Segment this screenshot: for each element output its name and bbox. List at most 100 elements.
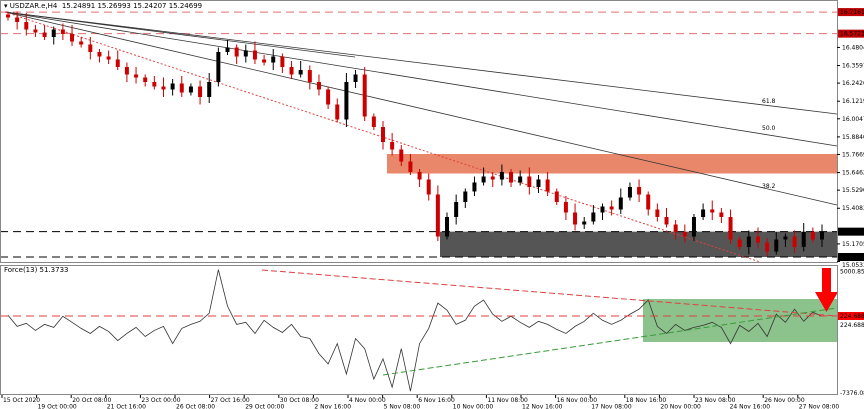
symbol-label: USDZAR.e,H4 (9, 2, 58, 10)
candle-body (435, 194, 440, 237)
candle-body (646, 194, 651, 210)
time-tick-label: 23 Nov 08:00 (695, 397, 736, 404)
candle-body (792, 236, 797, 247)
price-tick-label: 15.88405 (842, 134, 864, 141)
candle-body (481, 176, 486, 183)
price-tick-label: 15.52905 (842, 187, 864, 194)
price-tick-label: 15.05335 (842, 262, 864, 269)
candle-body (728, 216, 733, 240)
candle-body (755, 236, 760, 243)
price-tick-label: 16.00475 (842, 116, 864, 123)
price-tick-label: 15.17050 (842, 241, 864, 248)
candle-body (124, 66, 129, 75)
candle-body (106, 56, 111, 60)
candle-body (371, 116, 376, 127)
candle-body (774, 239, 779, 252)
red-arrow-shaft (822, 268, 831, 294)
price-tick-label: 15.64620 (842, 170, 864, 177)
time-tick-label: 27 Nov 08:00 (799, 404, 840, 409)
force-green-zone (643, 299, 837, 342)
candle-body (179, 83, 184, 93)
time-tick-label: 19 Oct 00:00 (38, 404, 77, 409)
candle-body (33, 29, 38, 33)
price-level-label: 15.08330 (840, 254, 864, 261)
candle-body (417, 171, 422, 180)
support-zone (440, 231, 837, 257)
time-tick-label: 5 Nov 08:00 (384, 404, 421, 409)
time-tick-label: 10 Nov 00:00 (453, 404, 494, 409)
candle-body (207, 81, 212, 97)
candle-body (563, 201, 568, 213)
candle-body (472, 182, 477, 192)
candle-body (765, 242, 770, 252)
candle-body (42, 32, 47, 37)
candle-body (545, 179, 550, 192)
time-tick-label: 4 Nov 00:00 (349, 397, 386, 404)
candle-body (152, 81, 157, 87)
price-level-tag (838, 29, 864, 38)
force-tick-label: 224.6889 (840, 322, 864, 329)
candle-body (298, 69, 303, 75)
price-tick-label: 15.76690 (842, 151, 864, 158)
force-indicator-header: Force(13) 51.3733 (4, 266, 69, 274)
candle-body (710, 209, 715, 213)
price-tick-label: 16.12190 (842, 98, 864, 105)
time-tick-label: 2 Nov 16:00 (314, 404, 351, 409)
candle-body (408, 161, 413, 172)
force-resistance-line (261, 269, 838, 317)
candle-body (573, 212, 578, 225)
time-tick-label: 11 Nov 08:00 (487, 397, 528, 404)
candle-body (454, 201, 459, 217)
candle-body (216, 51, 221, 82)
candle-body (609, 206, 614, 210)
time-tick-label: 26 Nov 00:00 (764, 397, 805, 404)
candle-body (234, 47, 239, 57)
price-level-label: 16.57230 (840, 31, 864, 38)
candle-body (682, 231, 687, 237)
time-tick-label: 20 Oct 08:00 (72, 397, 111, 404)
candle-body (289, 66, 294, 75)
force-current-label: 224.6889 (840, 313, 864, 320)
candle-body (161, 86, 166, 90)
candle-body (307, 69, 312, 82)
candle-body (820, 231, 824, 240)
candle-body (353, 74, 358, 82)
candle-body (70, 33, 75, 42)
time-tick-label: 16 Nov 00:00 (557, 397, 598, 404)
price-tick-label: 15.40835 (842, 205, 864, 212)
candle-body (810, 231, 815, 240)
candle-body (97, 51, 102, 57)
time-tick-label: 20 Nov 00:00 (660, 404, 701, 409)
candle-body (271, 56, 276, 63)
chart-header: ▾ USDZAR.e,H4 15.24891 15.26993 15.24207… (4, 2, 203, 10)
candle-body (701, 209, 706, 217)
force-support-line (382, 307, 838, 376)
candle-body (326, 89, 331, 105)
candle-body (509, 171, 514, 183)
candle-body (316, 81, 321, 90)
candle-body (490, 176, 495, 180)
candle-body (134, 74, 139, 78)
main-pane-border (0, 0, 838, 263)
price-level-label: 16.71610 (840, 9, 864, 16)
time-tick-label: 24 Nov 16:00 (730, 404, 771, 409)
fib-fan-line (4, 11, 838, 147)
candle-body (518, 176, 523, 183)
time-tick-label: 26 Oct 08:00 (176, 404, 215, 409)
candle-body (143, 77, 148, 82)
candle-body (79, 41, 84, 45)
time-tick-label: 29 Oct 00:00 (245, 404, 284, 409)
candle-body (170, 83, 175, 90)
candle-body (335, 104, 340, 120)
candle-body (243, 50, 248, 57)
candle-body (88, 44, 93, 52)
candle-body (445, 216, 450, 237)
candle-body (24, 21, 29, 30)
candle-body (746, 236, 751, 247)
candle-body (262, 59, 267, 63)
time-tick-label: 17 Nov 08:00 (591, 404, 632, 409)
force-tick-label: -7376.0875 (840, 390, 864, 397)
candle-body (198, 86, 203, 97)
